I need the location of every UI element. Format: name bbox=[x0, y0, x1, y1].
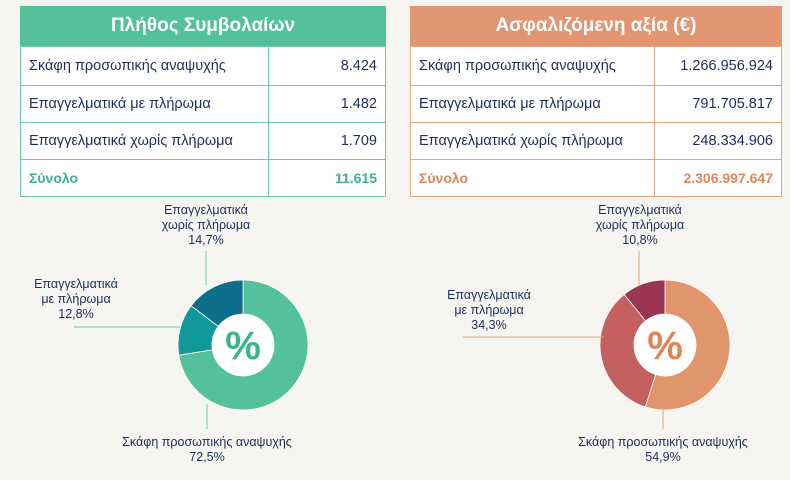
row-value: 791.705.817 bbox=[654, 85, 782, 123]
table-row: Σκάφη προσωπικής αναψυχής 1.266.956.924 bbox=[410, 46, 782, 86]
row-label: Επαγγελματικά χωρίς πλήρωμα bbox=[410, 122, 655, 160]
row-label: Σκάφη προσωπικής αναψυχής bbox=[20, 46, 269, 86]
table-row: Επαγγελματικά χωρίς πλήρωμα 248.334.906 bbox=[410, 122, 782, 160]
slice-name-label: με πλήρωμα bbox=[454, 303, 523, 317]
insured-value-panel: Ασφαλιζόμενη αξία (€) Σκάφη προσωπικής α… bbox=[410, 6, 782, 197]
contracts-panel: Πλήθος Συμβολαίων Σκάφη προσωπικής αναψυ… bbox=[20, 6, 386, 197]
percent-symbol: % bbox=[225, 324, 261, 368]
slice-percent-label: 14,7% bbox=[188, 233, 223, 247]
row-label: Σκάφη προσωπικής αναψυχής bbox=[410, 46, 655, 86]
total-label: Σύνολο bbox=[20, 159, 269, 197]
contracts-table: Σκάφη προσωπικής αναψυχής 8.424 Επαγγελμ… bbox=[20, 46, 386, 197]
row-label: Επαγγελματικά χωρίς πλήρωμα bbox=[20, 122, 269, 160]
slice-name-label: Επαγγελματικά bbox=[34, 277, 118, 291]
donut-hole bbox=[634, 314, 696, 376]
slice-name-label: Επαγγελματικά bbox=[598, 203, 682, 217]
total-row: Σύνολο 11.615 bbox=[20, 159, 386, 197]
slice-name-label: χωρίς πλήρωμα bbox=[162, 218, 251, 232]
table-row: Επαγγελματικά με πλήρωμα 791.705.817 bbox=[410, 85, 782, 123]
table-row: Επαγγελματικά χωρίς πλήρωμα 1.709 bbox=[20, 122, 386, 160]
total-value: 2.306.997.647 bbox=[654, 159, 782, 197]
percent-symbol: % bbox=[647, 324, 683, 368]
row-value: 1.709 bbox=[268, 122, 386, 160]
row-label: Επαγγελματικά με πλήρωμα bbox=[410, 85, 655, 123]
row-value: 8.424 bbox=[268, 46, 386, 86]
row-value: 248.334.906 bbox=[654, 122, 782, 160]
total-value: 11.615 bbox=[268, 159, 386, 197]
slice-percent-label: 34,3% bbox=[471, 318, 506, 332]
insured-value-table-title: Ασφαλιζόμενη αξία (€) bbox=[410, 6, 782, 46]
slice-percent-label: 10,8% bbox=[622, 233, 657, 247]
slice-name-label: Σκάφη προσωπικής αναψυχής bbox=[122, 435, 292, 449]
table-row: Σκάφη προσωπικής αναψυχής 8.424 bbox=[20, 46, 386, 86]
contracts-table-title: Πλήθος Συμβολαίων bbox=[20, 6, 386, 46]
slice-name-label: με πλήρωμα bbox=[41, 292, 110, 306]
slice-name-label: Επαγγελματικά bbox=[447, 288, 531, 302]
insured-value-table: Σκάφη προσωπικής αναψυχής 1.266.956.924 … bbox=[410, 46, 782, 197]
slice-percent-label: 12,8% bbox=[58, 307, 93, 321]
row-value: 1.482 bbox=[268, 85, 386, 123]
row-value: 1.266.956.924 bbox=[654, 46, 782, 86]
slice-percent-label: 72,5% bbox=[189, 450, 224, 464]
slice-percent-label: 54,9% bbox=[645, 450, 680, 464]
total-label: Σύνολο bbox=[410, 159, 655, 197]
slice-name-label: Επαγγελματικά bbox=[164, 203, 248, 217]
total-row: Σύνολο 2.306.997.647 bbox=[410, 159, 782, 197]
donut-hole bbox=[212, 314, 274, 376]
slice-name-label: Σκάφη προσωπικής αναψυχής bbox=[578, 435, 748, 449]
slice-name-label: χωρίς πλήρωμα bbox=[596, 218, 685, 232]
